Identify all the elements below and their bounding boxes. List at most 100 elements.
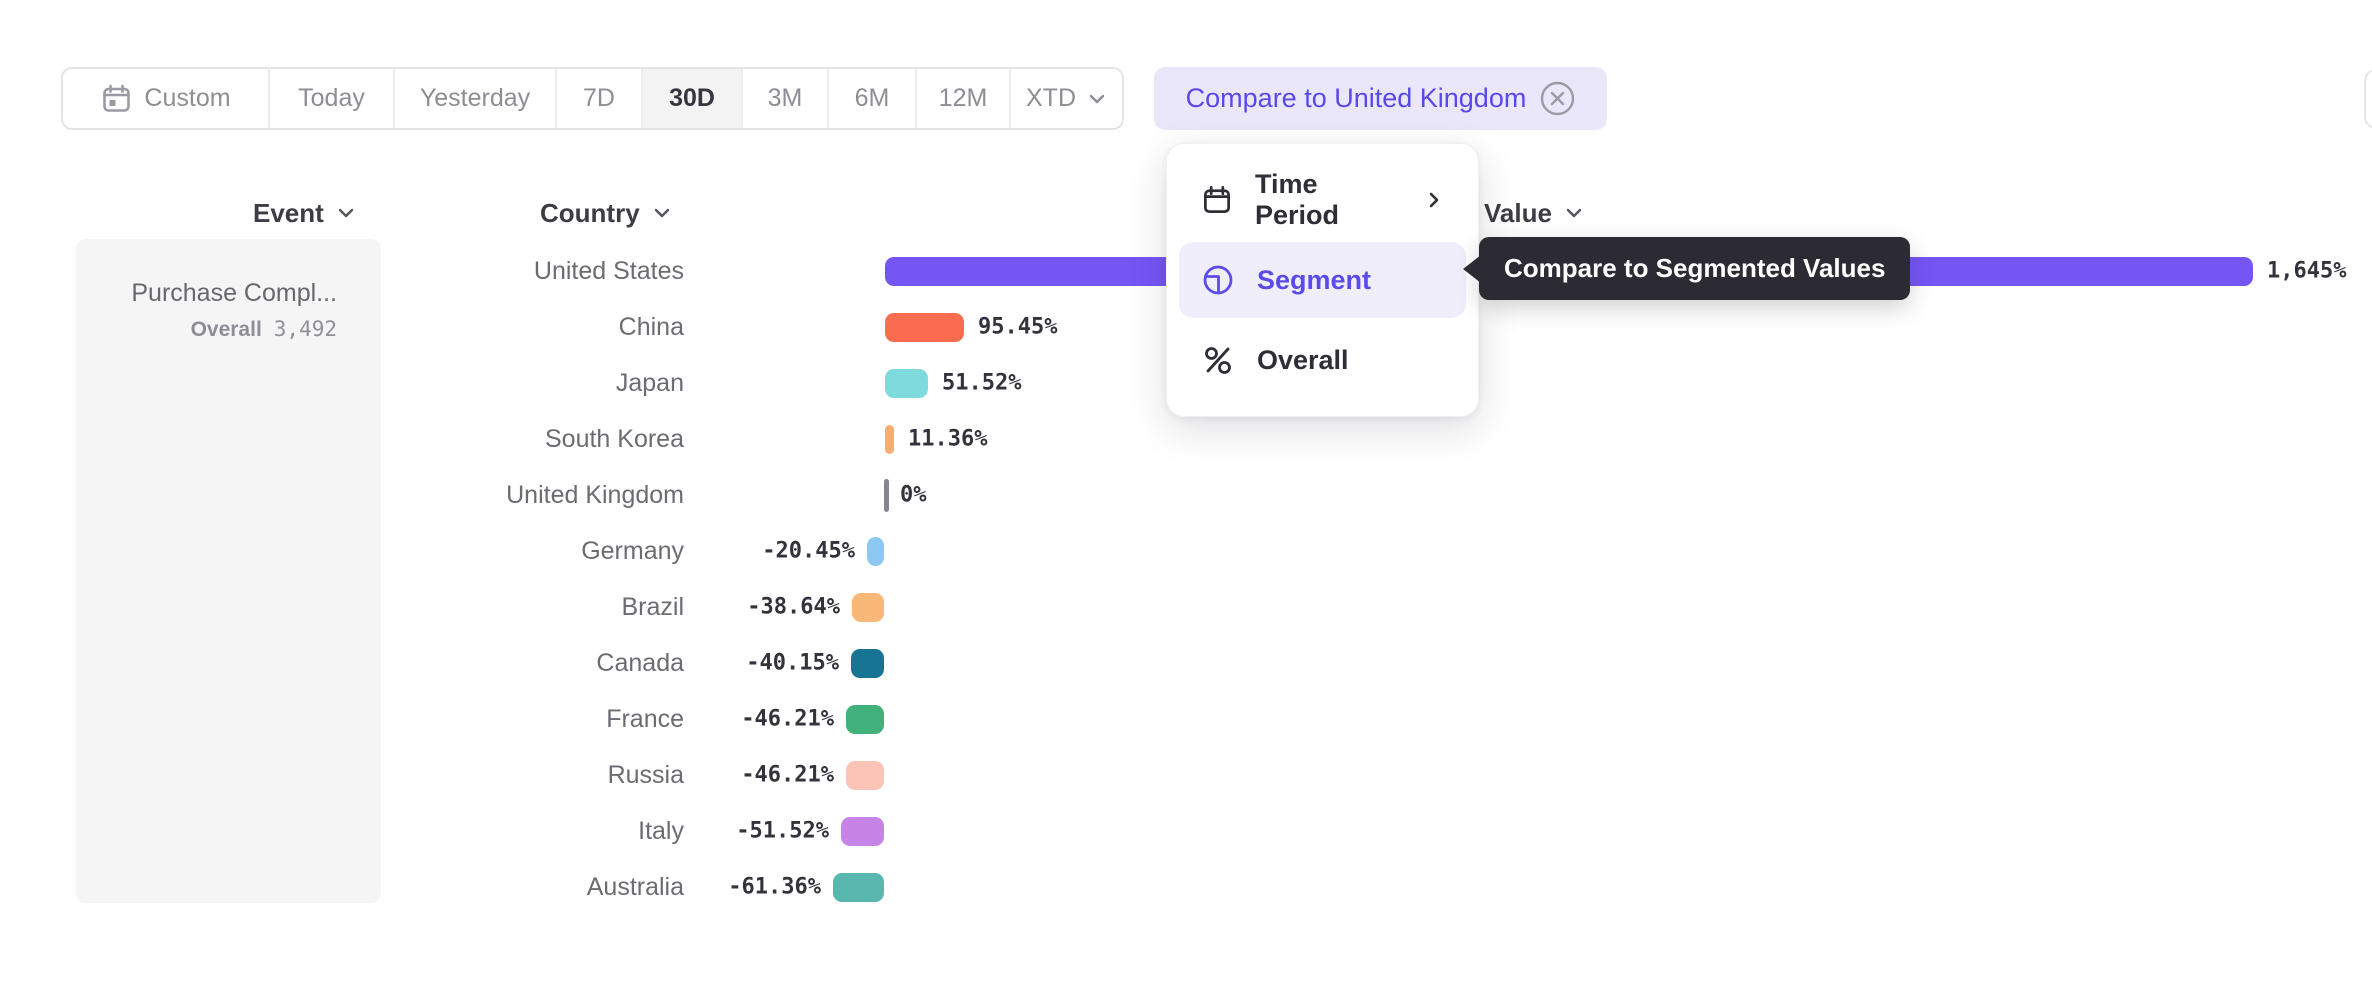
date-range-6m[interactable]: 6M <box>829 69 917 128</box>
column-header-country-label: Country <box>540 197 640 228</box>
chart-row: South Korea 11.36% <box>0 411 2372 467</box>
compare-to-button[interactable]: Compare to United Kingdom <box>1154 67 1607 130</box>
country-label[interactable]: Japan <box>615 369 684 397</box>
country-label[interactable]: Russia <box>607 761 684 789</box>
value-label: -61.36% <box>728 874 821 900</box>
country-label[interactable]: Australia <box>586 873 684 901</box>
date-range-label: 30D <box>669 84 715 112</box>
tooltip-text: Compare to Segmented Values <box>1504 253 1886 283</box>
date-range-label: Custom <box>144 84 231 112</box>
value-label: -46.21% <box>741 762 834 788</box>
value-label: 95.45% <box>978 314 1058 340</box>
date-range-3m[interactable]: 3M <box>743 69 829 128</box>
compare-options-menu: Time Period Segment Overall <box>1166 143 1479 417</box>
column-header-country[interactable]: Country <box>540 196 672 230</box>
column-header-event[interactable]: Event <box>253 196 356 230</box>
chart-row: Australia -61.36% <box>0 859 2372 915</box>
value-label: 51.52% <box>942 370 1022 396</box>
country-label[interactable]: France <box>606 705 684 733</box>
bar-italy[interactable] <box>841 817 884 846</box>
chart-row: Russia -46.21% <box>0 747 2372 803</box>
chart-row: United Kingdom 0% <box>0 467 2372 523</box>
date-range-label: 6M <box>854 84 890 112</box>
tooltip-arrow-icon <box>1463 254 1481 283</box>
bar-china[interactable] <box>885 313 964 342</box>
chevron-down-icon <box>1087 89 1107 109</box>
country-label[interactable]: China <box>618 313 684 341</box>
chart-row: China 95.45% <box>0 299 2372 355</box>
chevron-down-icon <box>336 203 356 223</box>
chart-row: Japan 51.52% <box>0 355 2372 411</box>
date-range-custom[interactable]: Custom <box>63 69 270 128</box>
country-label[interactable]: South Korea <box>545 425 684 453</box>
date-range-today[interactable]: Today <box>270 69 395 128</box>
country-label[interactable]: United States <box>533 257 684 285</box>
compare-to-label: Compare to United Kingdom <box>1185 83 1527 113</box>
percent-icon <box>1201 343 1235 377</box>
chevron-right-icon <box>1424 190 1444 210</box>
date-range-label: Today <box>298 84 365 112</box>
bar-japan[interactable] <box>885 369 928 398</box>
country-label[interactable]: United Kingdom <box>506 481 684 509</box>
chevron-down-icon <box>652 203 672 223</box>
column-header-value-label: Value <box>1484 197 1552 228</box>
bar-brazil[interactable] <box>852 593 884 622</box>
date-range-label: 3M <box>767 84 803 112</box>
clipped-next-card <box>2364 69 2372 129</box>
zero-baseline-tick <box>884 479 889 512</box>
column-header-value[interactable]: Value <box>1484 196 1584 230</box>
country-label[interactable]: Italy <box>638 817 684 845</box>
bar-canada[interactable] <box>851 649 884 678</box>
bar-germany[interactable] <box>867 537 884 566</box>
bar-russia[interactable] <box>846 761 884 790</box>
chart-row: Italy -51.52% <box>0 803 2372 859</box>
menu-item-overall[interactable]: Overall <box>1179 322 1466 398</box>
chevron-down-icon <box>1564 203 1584 223</box>
date-range-12m[interactable]: 12M <box>917 69 1011 128</box>
value-label: 11.36% <box>908 426 988 452</box>
calendar-icon <box>100 82 133 115</box>
event-title: Purchase Compl... <box>131 279 337 307</box>
chart-row: Brazil -38.64% <box>0 579 2372 635</box>
column-header-event-label: Event <box>253 197 324 228</box>
event-overall: Overall 3,492 <box>191 317 337 342</box>
country-label[interactable]: Germany <box>581 537 684 565</box>
date-range-control: Custom Today Yesterday 7D 30D 3M 6M 12M XTD <box>61 67 1124 130</box>
tooltip: Compare to Segmented Values <box>1463 237 1911 300</box>
event-overall-value: 3,492 <box>273 317 337 341</box>
value-label: 1,645% <box>2267 258 2347 284</box>
bar-france[interactable] <box>846 705 884 734</box>
value-label: 0% <box>900 482 927 508</box>
menu-item-label: Overall <box>1257 344 1349 375</box>
value-label: -38.64% <box>747 594 840 620</box>
date-range-label: 7D <box>583 84 615 112</box>
chart-row: France -46.21% <box>0 691 2372 747</box>
segment-icon <box>1201 263 1235 297</box>
date-range-label: Yesterday <box>419 84 531 112</box>
country-label[interactable]: Brazil <box>621 593 684 621</box>
menu-item-label: Time Period <box>1255 169 1340 230</box>
bar-australia[interactable] <box>833 873 884 902</box>
value-label: -20.45% <box>762 538 855 564</box>
country-label[interactable]: Canada <box>596 649 684 677</box>
date-range-7d[interactable]: 7D <box>557 69 643 128</box>
event-overall-label: Overall <box>190 318 262 341</box>
calendar-icon <box>1201 184 1233 216</box>
event-card[interactable]: Purchase Compl... Overall 3,492 <box>76 239 381 903</box>
value-label: -46.21% <box>741 706 834 732</box>
menu-item-segment[interactable]: Segment <box>1179 242 1466 318</box>
close-circle-icon[interactable] <box>1540 81 1575 116</box>
date-range-30d[interactable]: 30D <box>643 69 743 128</box>
date-range-label: XTD <box>1026 84 1076 112</box>
value-label: -51.52% <box>736 818 829 844</box>
date-range-yesterday[interactable]: Yesterday <box>395 69 557 128</box>
chart-row: Canada -40.15% <box>0 635 2372 691</box>
bar-south-korea[interactable] <box>885 425 894 454</box>
menu-item-time-period[interactable]: Time Period <box>1179 162 1466 238</box>
date-range-label: 12M <box>938 84 988 112</box>
menu-item-label: Segment <box>1257 264 1372 295</box>
value-label: -40.15% <box>746 650 839 676</box>
chart-row: Germany -20.45% <box>0 523 2372 579</box>
date-range-xtd[interactable]: XTD <box>1011 69 1122 128</box>
